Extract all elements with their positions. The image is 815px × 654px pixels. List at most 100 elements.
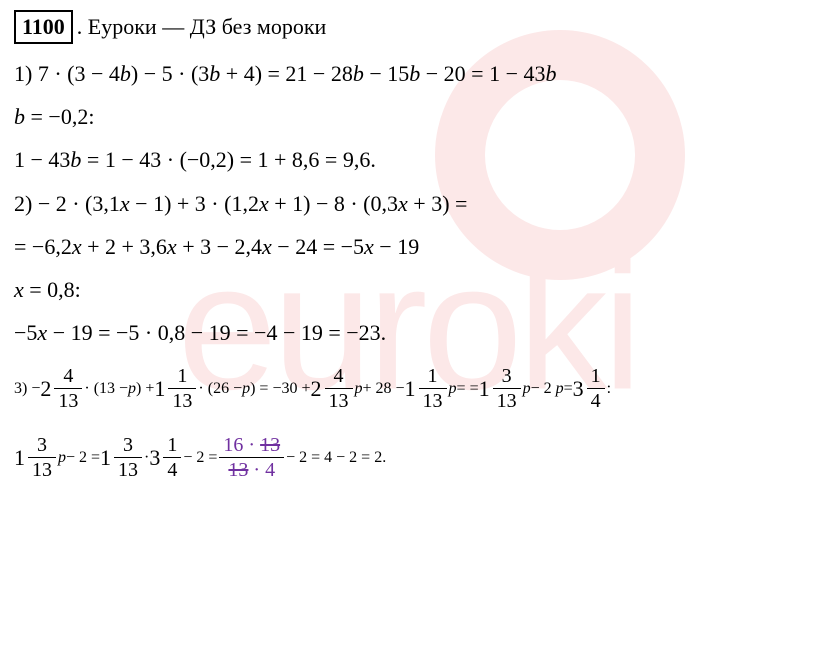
line-1: 1) 7 · (3 − 4b) − 5 · (3b + 4) = 21 − 28…	[14, 56, 801, 91]
text: − 2 =	[183, 449, 217, 467]
text: ) − 5 · (3	[131, 61, 209, 86]
line-6: x = 0,8:	[14, 272, 801, 307]
text: −5	[14, 320, 37, 345]
numerator: 3	[114, 433, 142, 458]
var-x: x	[37, 320, 47, 345]
text: − 2 = 4 − 2 = 2.	[286, 449, 386, 467]
den-strike: 13	[228, 459, 248, 481]
whole: 1	[405, 376, 416, 402]
text: 2) − 2 · (3,1	[14, 191, 120, 216]
numerator: 3	[28, 433, 56, 458]
text: =	[457, 380, 466, 398]
var-x: x	[364, 234, 374, 259]
var-b: b	[14, 104, 25, 129]
line-10: p = 3 14 :	[556, 364, 611, 413]
denominator: 13	[114, 458, 142, 482]
var-x: x	[14, 277, 24, 302]
num-strike: 13	[260, 434, 280, 456]
denominator: 13	[54, 389, 82, 413]
var-p: p	[58, 449, 66, 467]
var-p: p	[128, 380, 136, 398]
whole: 3	[149, 445, 160, 471]
text: − 1) + 3 · (1,2	[130, 191, 259, 216]
text: · (26 −	[198, 380, 242, 398]
whole: 1	[479, 376, 490, 402]
solution-content: 1100 . Еуроки — ДЗ без мороки 1) 7 · (3 …	[0, 0, 815, 506]
denominator: 4	[163, 458, 181, 482]
var-b: b	[209, 61, 220, 86]
var-p: p	[242, 380, 250, 398]
fraction: 313	[114, 433, 142, 482]
denominator: 13	[28, 458, 56, 482]
text: 1 − 43	[14, 147, 70, 172]
whole: 1	[154, 376, 165, 402]
text: ) +	[136, 380, 154, 398]
text: + 3) =	[408, 191, 468, 216]
var-p: p	[523, 380, 531, 398]
text: = −6,2	[14, 234, 72, 259]
numerator: 1	[168, 364, 196, 389]
whole: 2	[40, 376, 51, 402]
line-2: b = −0,2:	[14, 99, 801, 134]
whole: 3	[573, 376, 584, 402]
line-9: = 1 313 p − 2	[470, 364, 552, 413]
var-b: b	[546, 61, 557, 86]
var-p: p	[449, 380, 457, 398]
var-x: x	[262, 234, 272, 259]
text: − 24 = −5	[272, 234, 364, 259]
var-x: x	[120, 191, 130, 216]
var-x: x	[167, 234, 177, 259]
text: − 19 = −5 · 0,8 − 19 = −4 − 19 = −23.	[47, 320, 386, 345]
text: − 2	[531, 380, 552, 398]
denominator: 4	[587, 389, 605, 413]
denominator: 13	[168, 389, 196, 413]
fraction: 113	[168, 364, 196, 413]
text: 3) −	[14, 380, 40, 398]
fraction: 413	[325, 364, 353, 413]
text: − 20 = 1 − 43	[420, 61, 545, 86]
line-11: 1 313 p − 2 = 1 313 · 3 14 − 2 = 16 · 13…	[14, 433, 386, 482]
numerator: 4	[54, 364, 82, 389]
text: + 28 −	[363, 380, 405, 398]
text: :	[607, 380, 611, 398]
num-part: 16 ·	[223, 434, 260, 456]
line-4: 2) − 2 · (3,1x − 1) + 3 · (1,2x + 1) − 8…	[14, 186, 801, 221]
whole: 1	[100, 445, 111, 471]
text: · (13 −	[84, 380, 128, 398]
denominator: 13	[419, 389, 447, 413]
numerator: 1	[587, 364, 605, 389]
var-b: b	[70, 147, 81, 172]
var-b: b	[353, 61, 364, 86]
var-b: b	[120, 61, 131, 86]
numerator: 3	[493, 364, 521, 389]
var-p: p	[556, 380, 564, 398]
problem-number: 1100	[14, 10, 73, 44]
denominator: 13 · 4	[219, 458, 284, 482]
line-8: 3) − 2 413 · (13 − p) + 1 113 · (26 − p)…	[14, 364, 466, 413]
fraction: 313	[493, 364, 521, 413]
var-x: x	[259, 191, 269, 216]
text: + 2 + 3,6	[82, 234, 167, 259]
fraction: 14	[587, 364, 605, 413]
text: = 0,8:	[24, 277, 81, 302]
text: =	[564, 380, 573, 398]
text: =	[470, 380, 479, 398]
header: 1100 . Еуроки — ДЗ без мороки	[14, 10, 801, 44]
whole: 2	[311, 376, 322, 402]
whole: 1	[14, 445, 25, 471]
denominator: 13	[325, 389, 353, 413]
text: − 19	[374, 234, 419, 259]
fraction: 413	[54, 364, 82, 413]
text: + 4) = 21 − 28	[220, 61, 353, 86]
header-title: . Еуроки — ДЗ без мороки	[77, 14, 327, 40]
text: + 1) − 8 · (0,3	[269, 191, 398, 216]
den-part: · 4	[248, 459, 275, 481]
var-p: p	[355, 380, 363, 398]
text: − 15	[364, 61, 409, 86]
text: + 3 − 2,4	[177, 234, 262, 259]
numerator: 16 · 13	[219, 433, 284, 458]
line-7: −5x − 19 = −5 · 0,8 − 19 = −4 − 19 = −23…	[14, 315, 801, 350]
text: = −0,2:	[25, 104, 94, 129]
denominator: 13	[493, 389, 521, 413]
line-5: = −6,2x + 2 + 3,6x + 3 − 2,4x − 24 = −5x…	[14, 229, 801, 264]
